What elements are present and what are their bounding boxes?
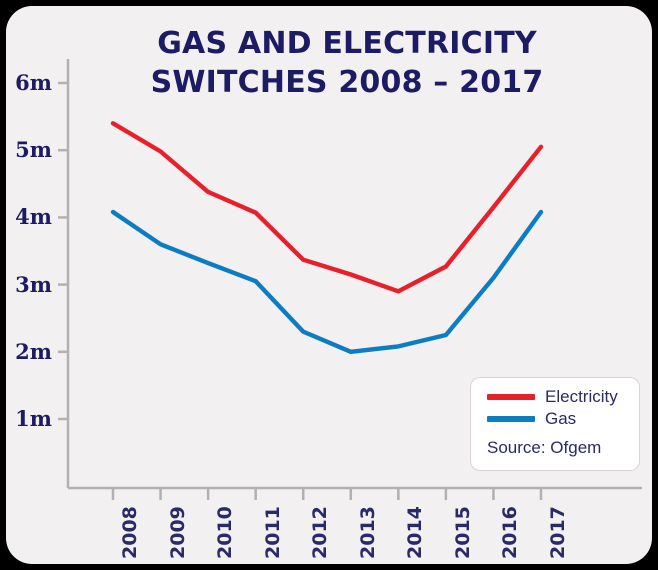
x-axis-tick-label: 2017 — [547, 506, 569, 559]
axis-lines — [66, 59, 642, 490]
legend-label-electricity: Electricity — [545, 387, 618, 406]
series-line-gas — [110, 209, 544, 354]
x-axis-tick-label: 2013 — [356, 506, 379, 559]
chart-card: GAS AND ELECTRICITY SWITCHES 2008 – 2017… — [6, 6, 652, 564]
y-axis-tick-label: 3m — [15, 271, 52, 297]
x-axis-tick-label: 2010 — [214, 506, 237, 559]
x-axis-tick-label: 2012 — [309, 506, 332, 559]
series-line-electricity — [110, 121, 544, 294]
x-axis-tick-label: 2014 — [404, 506, 427, 559]
chart-legend: Electricity Gas Source: Ofgem — [470, 377, 640, 471]
legend-label-gas: Gas — [545, 409, 577, 428]
x-axis-tick-label: 2016 — [499, 506, 522, 559]
legend-swatch-gas — [487, 416, 535, 422]
y-axis-ticks — [58, 81, 68, 421]
x-axis-tick-label: 2008 — [119, 506, 141, 559]
y-axis-tick-label: 4m — [15, 204, 52, 230]
page-title-line-2: SWITCHES 2008 – 2017 — [150, 65, 544, 100]
y-axis-tick-label: 6m — [15, 70, 52, 95]
page-title: GAS AND ELECTRICITY SWITCHES 2008 – 2017 — [6, 24, 652, 102]
legend-item-electricity: Electricity — [487, 386, 618, 408]
page-title-line-1: GAS AND ELECTRICITY — [157, 26, 537, 61]
y-axis-tick-label: 1m — [15, 406, 52, 431]
x-axis-tick-label: 2009 — [166, 506, 189, 559]
x-axis-tick-label: 2011 — [261, 506, 284, 559]
line-chart-plot — [58, 59, 642, 500]
legend-item-gas: Gas — [487, 408, 576, 430]
x-axis-tick-label: 2015 — [451, 506, 474, 559]
legend-source-note: Source: Ofgem — [487, 438, 602, 457]
y-axis-tick-label: 2m — [15, 338, 52, 364]
y-axis-tick-label: 5m — [15, 137, 52, 163]
x-axis-ticks — [111, 488, 543, 500]
data-series-lines — [110, 121, 544, 354]
legend-swatch-electricity — [487, 394, 535, 400]
